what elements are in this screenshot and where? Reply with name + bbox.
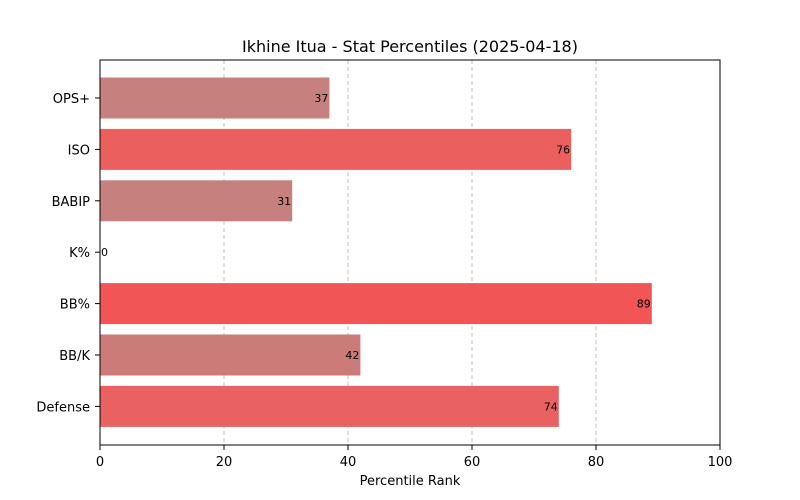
x-axis-label: Percentile Rank: [360, 474, 461, 489]
x-tick-label: 0: [96, 455, 104, 470]
x-tick-label: 80: [588, 455, 605, 470]
x-tick-label: 60: [464, 455, 481, 470]
x-axis: 0 20 40 60 80 100: [96, 445, 733, 470]
y-tick-label: OPS+: [53, 92, 90, 107]
bar-value-label: 0: [101, 246, 108, 259]
x-tick-label: 100: [708, 455, 733, 470]
bar-value-label: 37: [314, 92, 328, 105]
bar: [100, 334, 361, 376]
y-tick-label: Defense: [36, 400, 90, 415]
x-tick-label: 40: [340, 455, 357, 470]
bar: [100, 385, 559, 427]
bar: [100, 77, 330, 119]
bar-value-label: 76: [556, 143, 570, 156]
y-tick-label: K%: [69, 246, 90, 261]
bar: [100, 128, 572, 170]
x-tick-label: 20: [216, 455, 233, 470]
bar-value-label: 74: [544, 400, 558, 413]
y-axis: OPS+ ISO BABIP K% BB% BB/K Defense: [36, 92, 100, 415]
y-tick-label: ISO: [68, 143, 90, 158]
bar: [100, 180, 293, 222]
bar-value-label: 89: [637, 298, 651, 311]
chart-title: Ikhine Itua - Stat Percentiles (2025-04-…: [242, 37, 578, 56]
y-tick-label: BABIP: [52, 195, 91, 210]
bars-layer: 37 76 31 0 89 42 74: [100, 77, 652, 427]
bar-value-label: 42: [345, 349, 359, 362]
y-tick-label: BB/K: [59, 349, 90, 364]
bar-value-label: 31: [277, 195, 291, 208]
grid-layer: [223, 60, 597, 445]
bar: [100, 283, 652, 325]
y-tick-label: BB%: [60, 298, 90, 313]
